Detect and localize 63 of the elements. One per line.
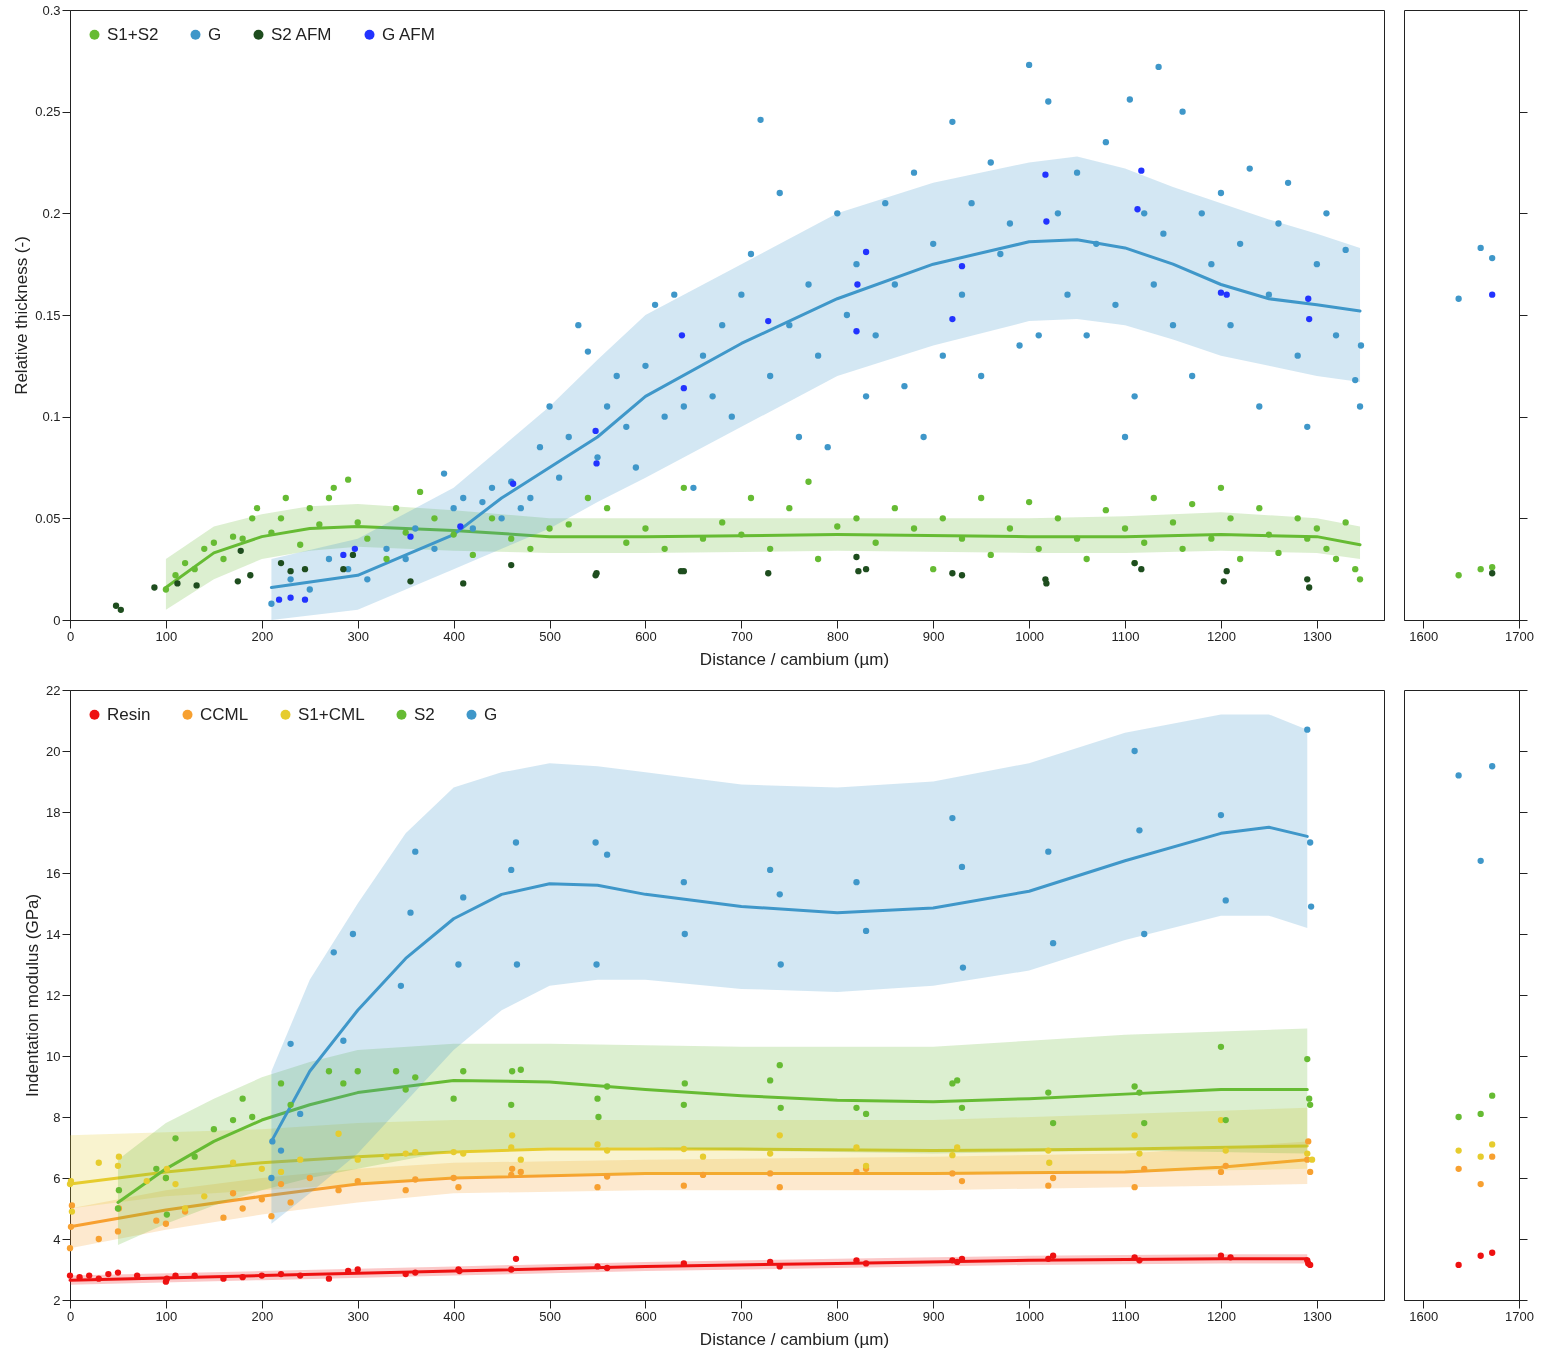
y-axis-title: Indentation modulus (GPa) xyxy=(23,893,43,1098)
x-tick-label: 0 xyxy=(66,628,75,644)
y-tick-label: 0.2 xyxy=(42,205,61,221)
y-tick-label: 0.1 xyxy=(42,409,61,425)
legend-label: Resin xyxy=(107,704,151,724)
y-tick-label: 22 xyxy=(46,682,61,698)
x-tick-label: 300 xyxy=(347,628,370,644)
legend-label: CCML xyxy=(200,704,249,724)
x-tick-label: 1600 xyxy=(1409,628,1439,644)
y-tick-label: 16 xyxy=(46,865,61,881)
x-tick-label: 600 xyxy=(635,1308,657,1324)
y-axis-title: Relative thickness (-) xyxy=(12,236,32,395)
y-tick-label: 0.05 xyxy=(35,510,61,526)
x-tick-label: 900 xyxy=(922,628,945,644)
x-tick-label: 700 xyxy=(731,628,753,644)
y-tick-label: 18 xyxy=(46,804,61,820)
legend-label: S2 AFM xyxy=(271,24,332,44)
x-tick-label: 1000 xyxy=(1015,628,1045,644)
x-tick-label: 1000 xyxy=(1015,1308,1045,1324)
y-tick-label: 0.15 xyxy=(35,307,61,323)
x-tick-label: 400 xyxy=(443,1308,465,1324)
y-tick-label: 20 xyxy=(46,743,61,759)
legend-label: G xyxy=(208,24,222,44)
y-tick-label: 4 xyxy=(53,1231,61,1247)
x-tick-label: 1700 xyxy=(1505,628,1534,644)
x-tick-label: 500 xyxy=(539,1308,561,1324)
x-tick-label: 1100 xyxy=(1111,1308,1140,1324)
x-tick-label: 1100 xyxy=(1111,628,1140,644)
y-tick-label: 12 xyxy=(46,987,61,1003)
x-tick-label: 700 xyxy=(731,1308,753,1324)
x-tick-label: 1200 xyxy=(1206,1308,1236,1324)
legend-label: G xyxy=(484,704,498,724)
x-tick-label: 800 xyxy=(826,1308,849,1324)
y-tick-label: 10 xyxy=(46,1048,61,1064)
x-tick-label: 200 xyxy=(251,1308,274,1324)
x-tick-label: 800 xyxy=(826,628,849,644)
x-tick-label: 200 xyxy=(251,628,274,644)
y-tick-label: 0 xyxy=(53,612,61,628)
x-tick-label: 400 xyxy=(443,628,465,644)
x-tick-label: 1300 xyxy=(1302,1308,1332,1324)
legend-label: S1+S2 xyxy=(107,24,159,44)
y-tick-label: 14 xyxy=(46,926,61,942)
x-tick-label: 100 xyxy=(155,1308,178,1324)
x-tick-label: 300 xyxy=(347,1308,370,1324)
legend-label: S1+CML xyxy=(298,704,365,724)
y-tick-label: 6 xyxy=(53,1170,61,1186)
x-tick-label: 100 xyxy=(155,628,178,644)
x-tick-label: 1200 xyxy=(1206,628,1236,644)
y-tick-label: 0.3 xyxy=(42,2,61,18)
x-tick-label: 1600 xyxy=(1409,1308,1439,1324)
x-axis-title: Distance / cambium (µm) xyxy=(699,1329,890,1349)
legend-label: G AFM xyxy=(382,24,435,44)
x-tick-label: 600 xyxy=(635,628,657,644)
y-tick-label: 8 xyxy=(53,1109,61,1125)
y-tick-label: 0.25 xyxy=(35,104,61,120)
x-tick-label: 500 xyxy=(539,628,561,644)
x-tick-label: 900 xyxy=(922,1308,945,1324)
legend-label: S2 xyxy=(414,704,435,724)
x-tick-label: 1700 xyxy=(1505,1308,1534,1324)
x-axis-title: Distance / cambium (µm) xyxy=(699,649,890,669)
x-tick-label: 0 xyxy=(66,1308,75,1324)
x-tick-label: 1300 xyxy=(1302,628,1332,644)
y-tick-label: 2 xyxy=(53,1292,61,1308)
